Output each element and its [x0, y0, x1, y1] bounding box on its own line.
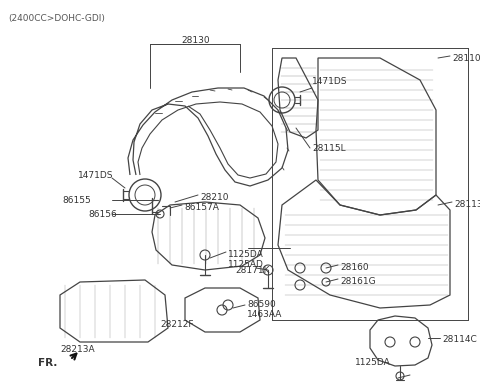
Text: 28213A: 28213A	[60, 345, 95, 354]
Text: 28161G: 28161G	[340, 277, 376, 286]
Text: 28113: 28113	[454, 200, 480, 209]
Text: 86156: 86156	[88, 210, 117, 219]
Text: 1125DA: 1125DA	[355, 358, 391, 367]
Text: FR.: FR.	[38, 358, 58, 368]
Text: 28130: 28130	[182, 36, 210, 45]
Text: 1125DA: 1125DA	[228, 250, 264, 259]
Text: 1125AD: 1125AD	[228, 260, 264, 269]
Text: (2400CC>DOHC-GDI): (2400CC>DOHC-GDI)	[8, 14, 105, 23]
Text: 28115L: 28115L	[312, 144, 346, 153]
Text: 28212F: 28212F	[160, 320, 193, 329]
Text: 1471DS: 1471DS	[78, 171, 113, 180]
Text: 1471DS: 1471DS	[312, 77, 348, 86]
Text: 28210: 28210	[200, 193, 228, 202]
Text: 28110: 28110	[452, 54, 480, 63]
Text: 28114C: 28114C	[442, 335, 477, 344]
Text: 28171K: 28171K	[235, 266, 269, 275]
Text: 1463AA: 1463AA	[247, 310, 282, 319]
Text: 86590: 86590	[247, 300, 276, 309]
Text: 86157A: 86157A	[184, 203, 219, 212]
Text: 28160: 28160	[340, 263, 369, 272]
Text: 86155: 86155	[62, 196, 91, 205]
